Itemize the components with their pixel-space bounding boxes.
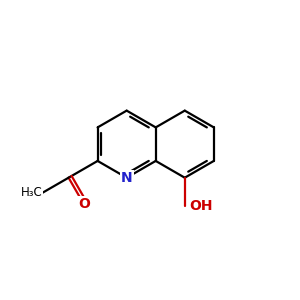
Text: O: O bbox=[78, 197, 90, 212]
Text: H₃C: H₃C bbox=[21, 186, 42, 199]
Text: N: N bbox=[121, 171, 133, 185]
Text: OH: OH bbox=[189, 199, 213, 213]
